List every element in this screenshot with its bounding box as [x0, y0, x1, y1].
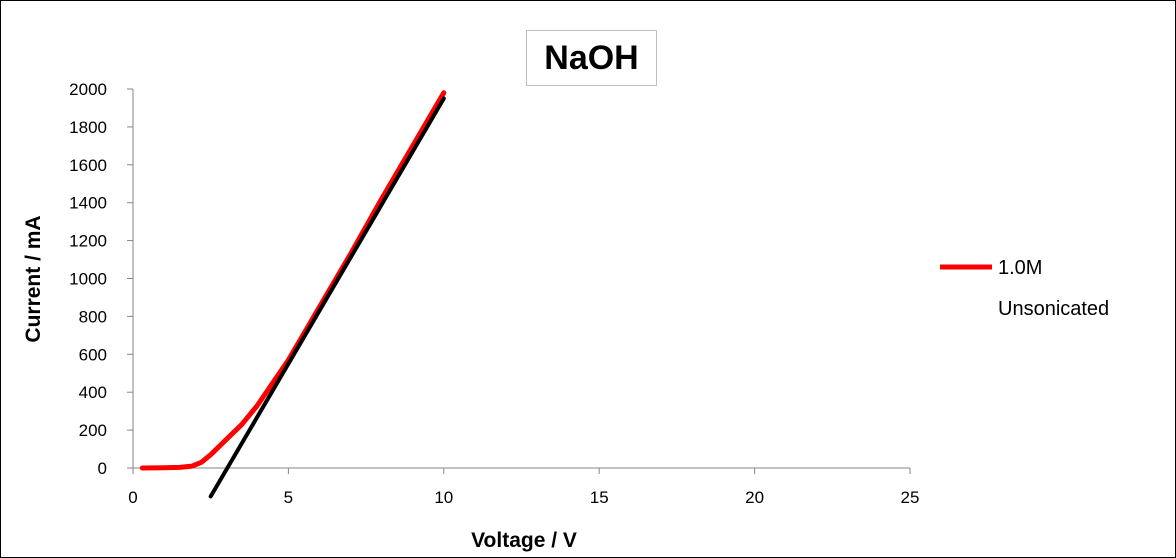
y-tick-label: 800	[79, 307, 107, 326]
y-tick-label: 600	[79, 345, 107, 364]
series-line-1.0M-unsonicated	[139, 90, 447, 471]
y-tick-label: 1600	[69, 156, 107, 175]
legend-label-1.0M: 1.0M	[998, 257, 1042, 279]
axes	[127, 88, 911, 474]
x-tick-label: 20	[745, 488, 764, 507]
y-tick-label: 1200	[69, 232, 107, 251]
y-tick-label: 1800	[69, 118, 107, 137]
x-tick-label: 10	[434, 488, 453, 507]
tick-labels: 0 200 400 600 800 1000 1200 1400 1600 1800 2000 0 5 1…	[69, 80, 919, 507]
x-axis-title: Voltage / V	[471, 529, 577, 552]
y-tick-label: 2000	[69, 80, 107, 99]
y-axis-title: Current / mA	[22, 215, 45, 342]
y-tick-label: 0	[98, 459, 107, 478]
chart-title: NaOH	[526, 30, 657, 86]
trendline	[208, 96, 446, 499]
y-tick-label: 1000	[69, 270, 107, 289]
y-tick-label: 1400	[69, 194, 107, 213]
legend-label-unsonicated: Unsonicated	[998, 298, 1109, 320]
y-tick-label: 200	[79, 421, 107, 440]
x-tick-label: 25	[901, 488, 920, 507]
legend: 1.0M Unsonicated	[940, 257, 1109, 320]
x-tick-label: 15	[590, 488, 609, 507]
series-lines	[139, 90, 447, 499]
x-tick-label: 5	[284, 488, 293, 507]
x-tick-label: 0	[128, 488, 137, 507]
y-tick-label: 400	[79, 383, 107, 402]
